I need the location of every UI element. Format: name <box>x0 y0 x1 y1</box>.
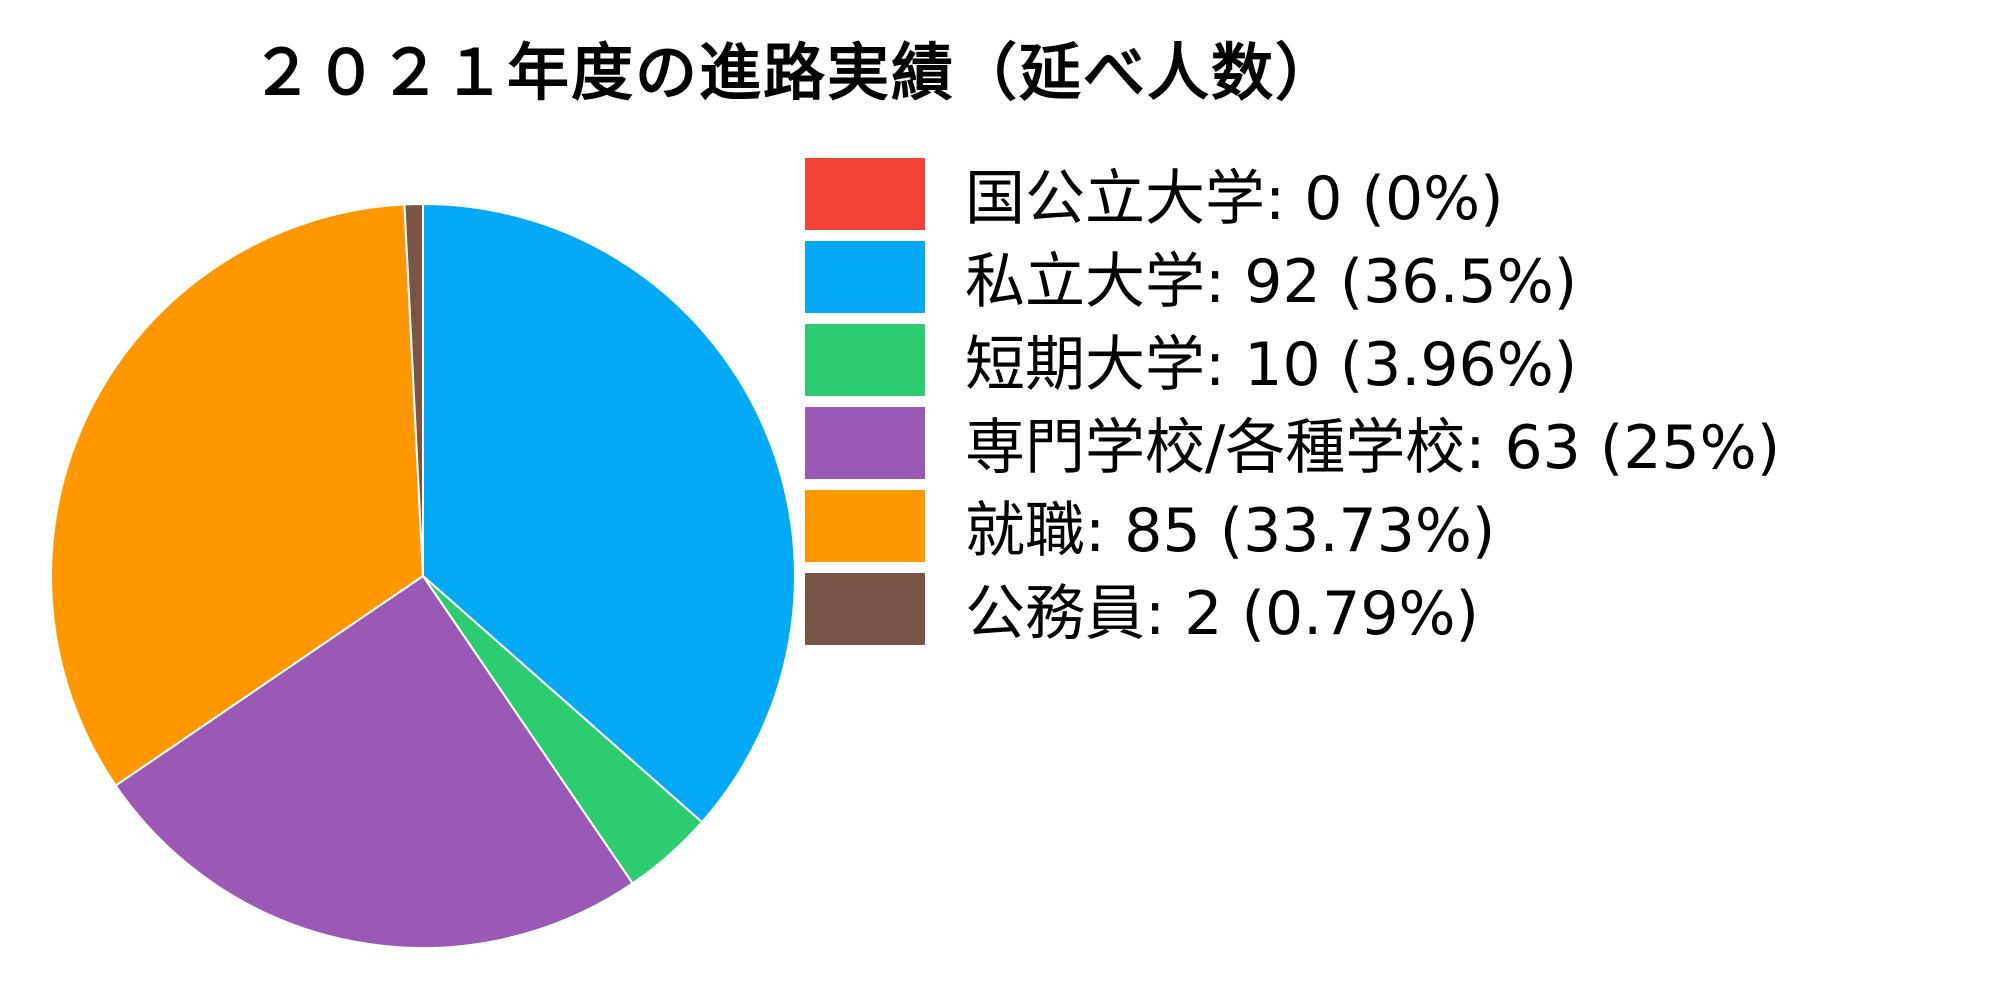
legend-swatch <box>805 157 925 230</box>
legend-item: 短期大学: 10 (3.96%) <box>805 318 1780 401</box>
legend-label: 就職: 85 (33.73%) <box>965 496 1496 566</box>
legend-swatch <box>805 323 925 396</box>
pie-slice-5 <box>403 202 424 577</box>
legend-label: 私立大学: 92 (36.5%) <box>965 247 1578 317</box>
legend-item: 専門学校/各種学校: 63 (25%) <box>805 401 1780 484</box>
legend-label: 専門学校/各種学校: 63 (25%) <box>965 413 1781 483</box>
legend-item: 私立大学: 92 (36.5%) <box>805 235 1780 318</box>
legend-swatch <box>805 572 925 645</box>
pie-slice-3 <box>114 574 634 949</box>
legend-label: 短期大学: 10 (3.96%) <box>965 330 1578 400</box>
pie-slice-4 <box>50 203 425 787</box>
legend-item: 国公立大学: 0 (0%) <box>805 152 1780 235</box>
legend-item: 就職: 85 (33.73%) <box>805 484 1780 567</box>
legend-swatch <box>805 406 925 479</box>
legend: 国公立大学: 0 (0%) 私立大学: 92 (36.5%) 短期大学: 10 (3… <box>805 152 1780 650</box>
legend-label: 国公立大学: 0 (0%) <box>965 164 1504 234</box>
legend-swatch <box>805 240 925 313</box>
pie-slice-1 <box>422 202 796 824</box>
chart-title: ２０２１年度の進路実績（延べ人数） <box>250 36 1339 109</box>
legend-item: 公務員: 2 (0.79%) <box>805 567 1780 650</box>
legend-label: 公務員: 2 (0.79%) <box>965 579 1479 649</box>
pie-chart <box>50 202 796 949</box>
legend-swatch <box>805 489 925 562</box>
